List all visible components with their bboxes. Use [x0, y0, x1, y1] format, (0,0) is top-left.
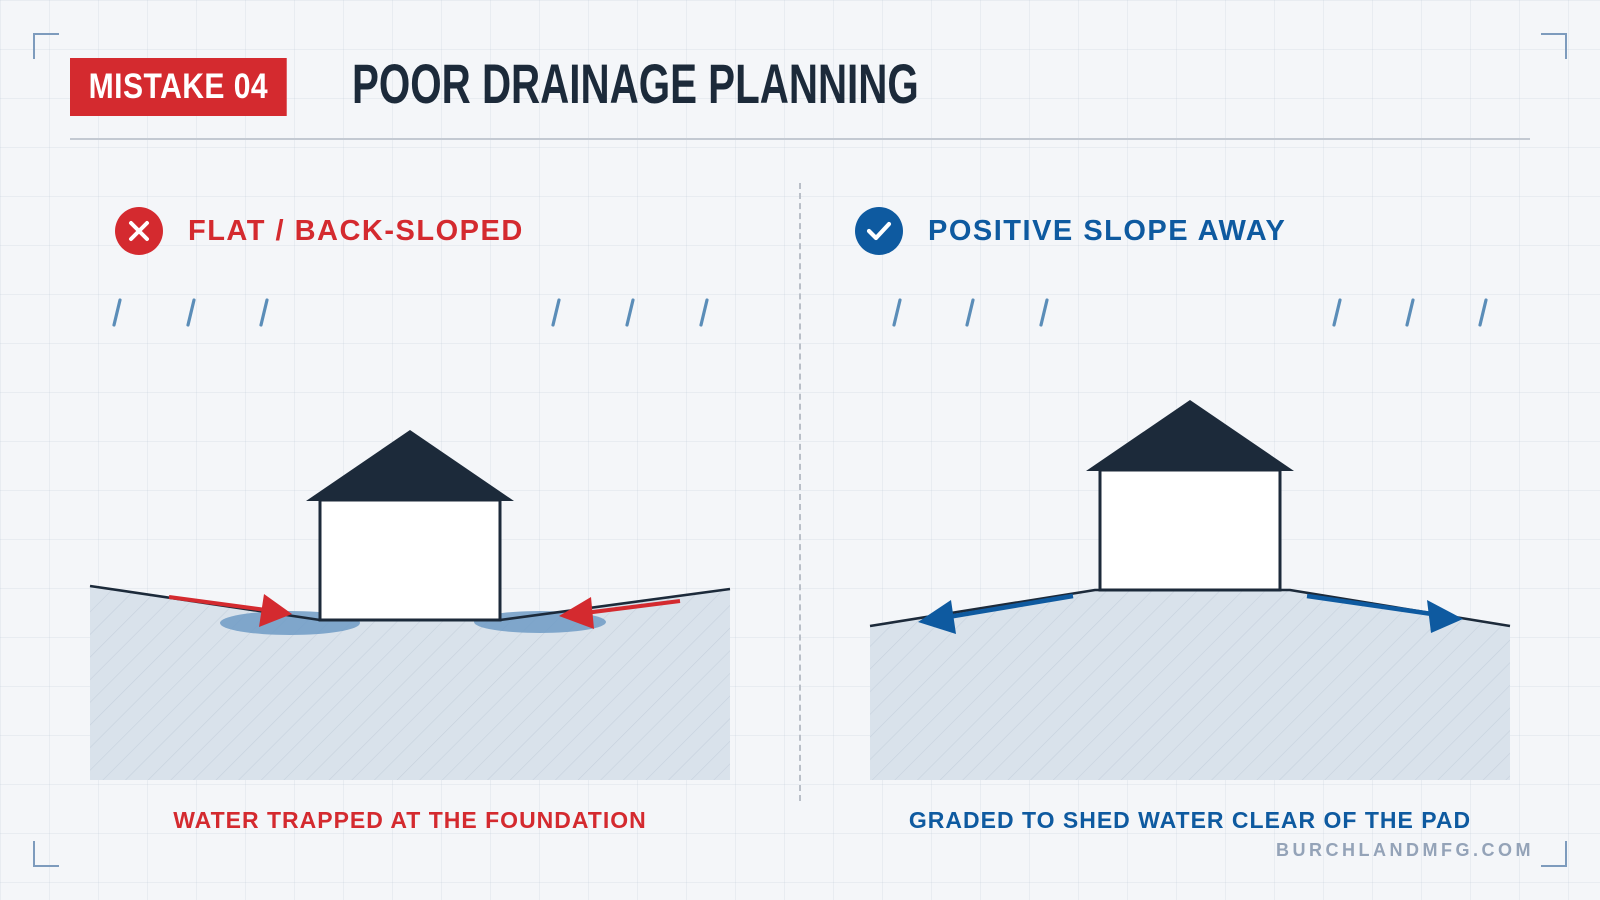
outflow-arrow-right	[1306, 593, 1463, 633]
ground-right	[870, 590, 1510, 780]
corner-bracket-bottom-left	[33, 841, 59, 867]
website-footer: BURCHLANDMFG.COM	[1276, 840, 1534, 860]
page-title: POOR DRAINAGE PLANNING	[352, 52, 919, 115]
back-sloped-scene	[89, 298, 731, 780]
panel-label-good: POSITIVE SLOPE AWAY	[928, 214, 1287, 247]
caption-bad: WATER TRAPPED AT THE FOUNDATION	[173, 807, 647, 833]
shed-right	[1086, 400, 1294, 592]
panel-label-bad: FLAT / BACK-SLOPED	[188, 214, 524, 247]
rain-streaks-left	[112, 298, 709, 327]
shed-left	[306, 430, 514, 622]
corner-bracket-bottom-right	[1541, 841, 1567, 867]
rain-streaks-right	[892, 298, 1488, 327]
header-rule	[70, 138, 1530, 140]
x-icon	[115, 207, 163, 255]
inflow-arrow-right	[559, 597, 681, 629]
panel-divider	[799, 183, 801, 801]
corner-bracket-top-left	[33, 33, 59, 59]
check-icon	[855, 207, 903, 255]
positive-slope-scene	[869, 298, 1511, 780]
inflow-arrow-left	[168, 594, 292, 627]
corner-bracket-top-right	[1541, 33, 1567, 59]
ground-left	[90, 586, 730, 780]
mistake-badge: MISTAKE 04	[70, 58, 287, 116]
caption-good: GRADED TO SHED WATER CLEAR OF THE PAD	[908, 807, 1472, 833]
outflow-arrow-left	[918, 593, 1074, 634]
panel-heading-bad: FLAT / BACK-SLOPED	[115, 206, 524, 256]
panel-heading-good: POSITIVE SLOPE AWAY	[855, 206, 1286, 256]
